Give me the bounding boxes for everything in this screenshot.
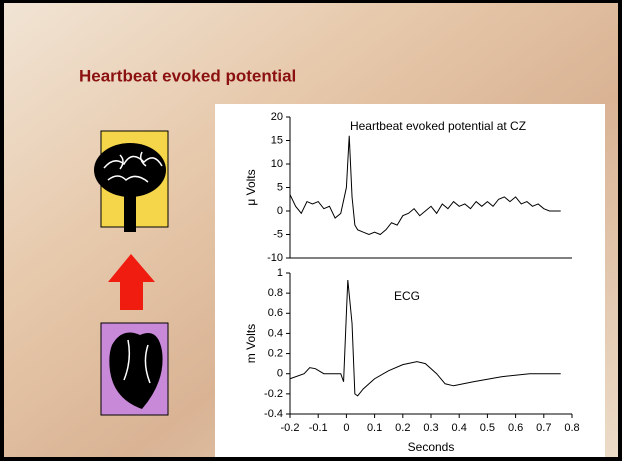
x-tick-label: 0 xyxy=(343,422,349,434)
y-tick-label: 0.2 xyxy=(268,347,283,359)
page: Heartbeat evoked potential -10-505101520… xyxy=(0,0,622,461)
y-tick-label: 0.8 xyxy=(268,287,283,299)
brain-icon xyxy=(94,143,166,197)
y-axis-label: μ Volts xyxy=(244,169,258,205)
y-tick-label: 0.4 xyxy=(268,327,283,339)
brain-stem xyxy=(124,192,136,232)
y-tick-label: 5 xyxy=(277,181,283,193)
x-tick-label: 0.1 xyxy=(367,422,382,434)
y-tick-label: -10 xyxy=(267,252,283,264)
y-tick-label: 10 xyxy=(271,158,283,170)
x-tick-label: 0.6 xyxy=(508,422,523,434)
chart-title: ECG xyxy=(394,289,420,303)
y-tick-label: 0.6 xyxy=(268,307,283,319)
x-tick-label: 0.4 xyxy=(452,422,467,434)
y-tick-label: 15 xyxy=(271,134,283,146)
x-tick-label: 0.7 xyxy=(536,422,551,434)
y-tick-label: -5 xyxy=(273,228,283,240)
x-tick-label: 0.2 xyxy=(395,422,410,434)
y-tick-label: 0 xyxy=(277,368,283,380)
x-tick-label: 0.3 xyxy=(423,422,438,434)
x-tick-label: -0.2 xyxy=(281,422,300,434)
x-axis-label: Seconds xyxy=(408,440,455,454)
slide-title: Heartbeat evoked potential xyxy=(79,66,296,85)
y-tick-label: 20 xyxy=(271,111,283,123)
y-tick-label: 0 xyxy=(277,205,283,217)
y-tick-label: -0.4 xyxy=(264,408,283,420)
x-tick-label: -0.1 xyxy=(309,422,328,434)
x-tick-label: 0.5 xyxy=(480,422,495,434)
slide: Heartbeat evoked potential -10-505101520… xyxy=(0,0,622,461)
chart-title: Heartbeat evoked potential at CZ xyxy=(350,119,526,133)
y-tick-label: -0.2 xyxy=(264,388,283,400)
x-tick-label: 0.8 xyxy=(564,422,579,434)
y-tick-label: 1 xyxy=(277,267,283,279)
y-axis-label: m Volts xyxy=(244,324,258,363)
